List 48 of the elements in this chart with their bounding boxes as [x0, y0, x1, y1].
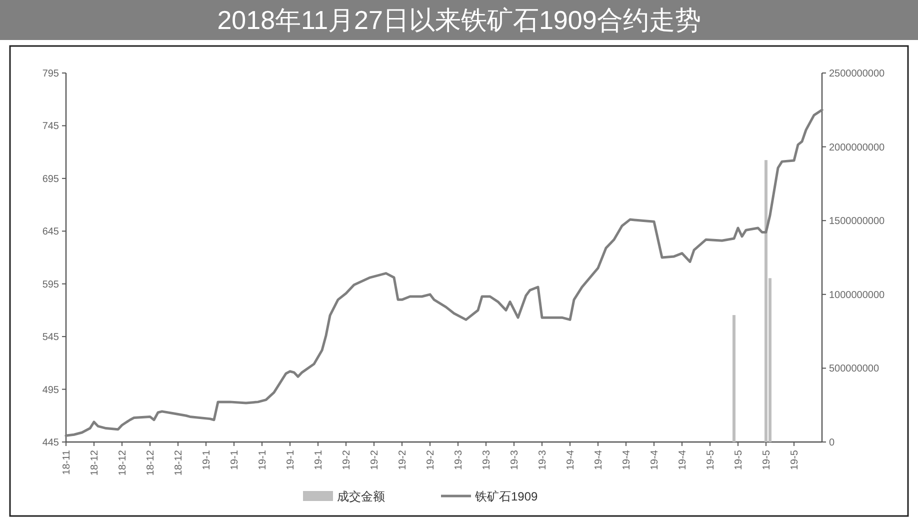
bar	[732, 315, 736, 442]
x-tick-label: 19-1	[314, 450, 324, 470]
legend-label: 成交金额	[337, 490, 385, 504]
x-tick-label: 19-3	[482, 450, 492, 470]
y-tick-label: 495	[42, 384, 60, 396]
x-tick-label: 19-4	[594, 450, 604, 470]
y-tick-label: 795	[42, 68, 60, 80]
x-tick-label: 18-12	[174, 450, 184, 476]
x-tick-label: 19-2	[370, 450, 380, 470]
x-tick-label: 19-1	[258, 450, 268, 470]
x-tick-label: 19-4	[622, 450, 632, 470]
x-tick-label: 19-3	[538, 450, 548, 470]
legend-label: 铁矿石1909	[474, 490, 538, 504]
x-tick-label: 19-5	[790, 450, 800, 470]
y2-tick-label: 0	[829, 438, 835, 448]
bar	[764, 160, 768, 442]
y2-tick-label: 2500000000	[829, 68, 886, 80]
x-tick-label: 19-1	[286, 450, 296, 470]
y-tick-label: 545	[42, 332, 60, 344]
title-banner: 2018年11月27日以来铁矿石1909合约走势	[0, 0, 918, 40]
y2-tick-label: 500000000	[829, 364, 880, 375]
y2-tick-label: 1500000000	[829, 216, 886, 228]
x-tick-label: 19-2	[342, 450, 352, 470]
x-tick-label: 19-5	[762, 450, 772, 470]
y-tick-label: 695	[42, 174, 60, 185]
x-tick-label: 19-4	[566, 450, 576, 470]
chart-title: 2018年11月27日以来铁矿石1909合约走势	[217, 5, 701, 35]
line-series	[64, 108, 824, 437]
x-tick-label: 18-12	[118, 450, 128, 476]
y2-tick-label: 1000000000	[829, 290, 886, 301]
y2-tick-label: 2000000000	[829, 142, 886, 154]
y-tick-label: 745	[42, 121, 60, 132]
x-tick-label: 19-2	[426, 450, 436, 470]
x-tick-label: 18-12	[146, 450, 156, 476]
x-tick-label: 18-12	[90, 450, 100, 476]
x-tick-label: 18-11	[62, 450, 72, 475]
x-tick-label: 19-3	[510, 450, 520, 470]
x-tick-label: 19-4	[650, 450, 660, 470]
x-tick-label: 19-3	[454, 450, 464, 470]
x-tick-label: 19-2	[398, 450, 408, 470]
x-tick-label: 19-5	[734, 450, 744, 470]
y-tick-label: 645	[42, 226, 60, 238]
x-tick-label: 19-1	[202, 450, 212, 470]
y-tick-label: 595	[42, 279, 60, 290]
x-tick-label: 19-5	[706, 450, 716, 470]
x-tick-label: 19-4	[678, 450, 688, 470]
y-tick-label: 445	[42, 438, 60, 448]
x-tick-label: 19-1	[230, 450, 240, 470]
